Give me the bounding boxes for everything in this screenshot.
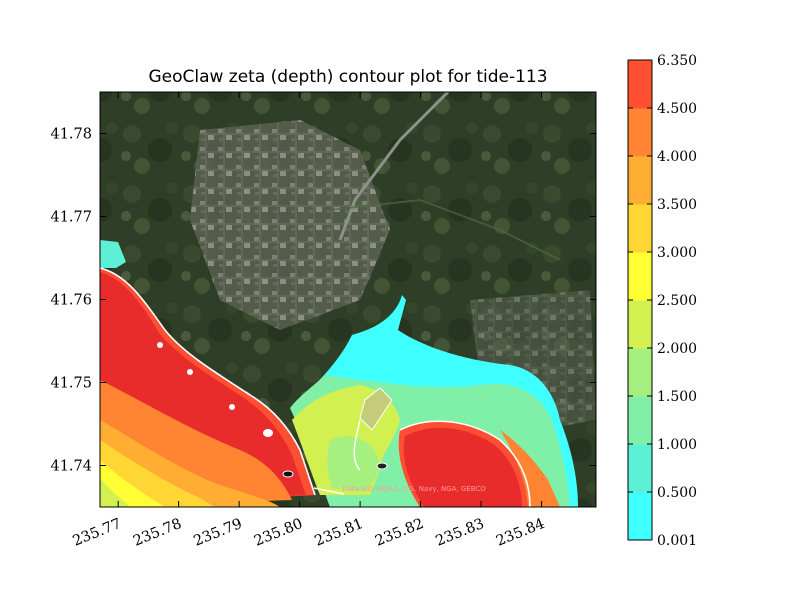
x-tick-label: 235.82 xyxy=(373,516,426,550)
highway xyxy=(338,92,450,241)
x-tick-label: 235.78 xyxy=(131,516,184,550)
colorbar-label: 6.350 xyxy=(657,53,697,69)
y-tick-label: 41.77 xyxy=(50,210,92,226)
y-axis: 41.74 41.75 41.76 41.77 41.78 xyxy=(50,127,596,475)
y-tick-label: 41.76 xyxy=(50,293,92,309)
ocean-west-contours xyxy=(100,240,316,507)
x-tick-label: 235.84 xyxy=(494,516,547,550)
colorbar-label: 3.500 xyxy=(657,197,697,213)
colorbar-segment xyxy=(628,396,652,445)
x-tick-label: 235.77 xyxy=(71,516,124,550)
x-tick-label: 235.83 xyxy=(434,516,487,550)
urban-area xyxy=(190,120,390,330)
colorbar: 0.001 0.500 1.000 1.500 2.000 2.500 3.000 3.500… xyxy=(627,53,697,549)
map-attribution: Data SIO, NOAA, U.S. Navy, NGA, GEBCO xyxy=(342,485,486,493)
plot-area: Data SIO, NOAA, U.S. Navy, NGA, GEBCO xyxy=(100,92,596,507)
colorbar-segment xyxy=(628,156,652,205)
colorbar-label: 4.500 xyxy=(657,101,697,117)
x-tick-label: 235.81 xyxy=(313,516,366,550)
colorbar-label: 4.000 xyxy=(657,149,697,165)
bay-contours xyxy=(290,295,578,507)
colorbar-segment xyxy=(628,60,652,109)
colorbar-segment xyxy=(628,492,652,541)
colorbar-label: 2.500 xyxy=(657,293,697,309)
y-tick-label: 41.78 xyxy=(50,127,92,143)
colorbar-segment xyxy=(628,252,652,301)
colorbar-segment xyxy=(628,204,652,253)
river-valley xyxy=(329,198,561,261)
colorbar-label: 1.000 xyxy=(657,437,697,453)
colorbar-label: 3.000 xyxy=(657,245,697,261)
x-tick-label: 235.80 xyxy=(252,516,305,550)
colorbar-label: 0.500 xyxy=(657,485,697,501)
colorbar-label: 0.001 xyxy=(657,533,697,549)
y-tick-label: 41.75 xyxy=(50,376,92,392)
x-tick-label: 235.79 xyxy=(192,516,245,550)
colorbar-segment xyxy=(628,444,652,493)
colorbar-label: 1.500 xyxy=(657,389,697,405)
colorbar-segment xyxy=(628,108,652,157)
colorbar-label: 2.000 xyxy=(657,341,697,357)
colorbar-segment xyxy=(628,348,652,397)
chart-title: GeoClaw zeta (depth) contour plot for ti… xyxy=(148,67,547,87)
colorbar-segment xyxy=(628,300,652,349)
y-tick-label: 41.74 xyxy=(50,459,92,475)
